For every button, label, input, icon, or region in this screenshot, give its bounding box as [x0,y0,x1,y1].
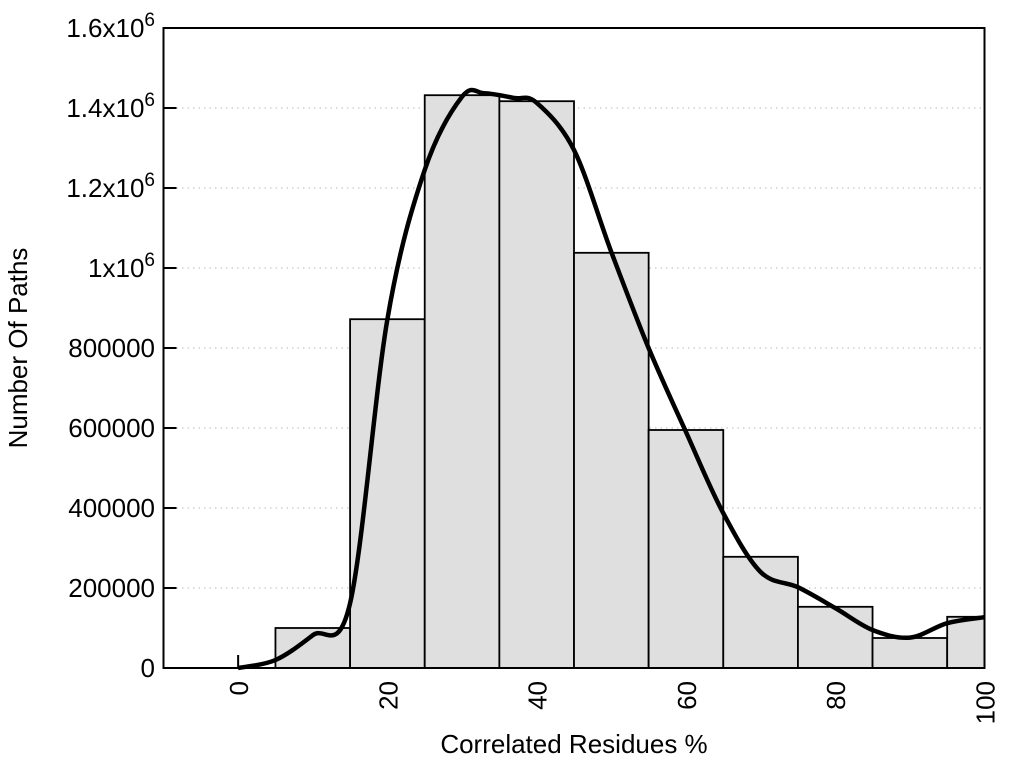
y-tick-label: 1.4x106 [66,90,155,123]
histogram-bar [871,637,949,669]
histogram-bar [423,94,501,669]
y-tick-label: 400000 [68,493,155,523]
plot-border [162,27,986,669]
x-tick-label: 40 [523,681,553,710]
y-tick-label: 0 [141,653,155,683]
y-tick-labels-group: 0 200000 400000 600000 800000 1x106 1.2x106 1.4… [66,10,155,683]
histogram-bar [946,615,986,669]
bars-group [274,94,986,669]
y-tick-label: 1.2x106 [66,170,155,203]
x-tick-label: 80 [821,681,851,710]
y-tick-label: 200000 [68,573,155,603]
x-tick-label: 60 [672,681,702,710]
x-axis-title: Correlated Residues % [440,729,707,759]
histogram-bar [722,555,799,669]
x-tick-label: 100 [971,681,1001,724]
y-tick-label: 600000 [68,413,155,443]
histogram-bar [797,605,874,669]
y-tick-label: 800000 [68,333,155,363]
y-axis-title: Number Of Paths [3,248,33,449]
density-curve [237,87,985,671]
x-tick-label: 0 [224,681,254,695]
histogram-bar [498,100,575,669]
histogram-bar [647,429,725,669]
y-tick-label: 1.6x106 [66,10,155,43]
histogram-bar [349,318,426,669]
x-tick-labels-group: 0 20 40 60 80 100 [224,681,1000,724]
x-tick-label: 20 [373,681,403,710]
y-tick-label: 1x106 [88,250,155,283]
